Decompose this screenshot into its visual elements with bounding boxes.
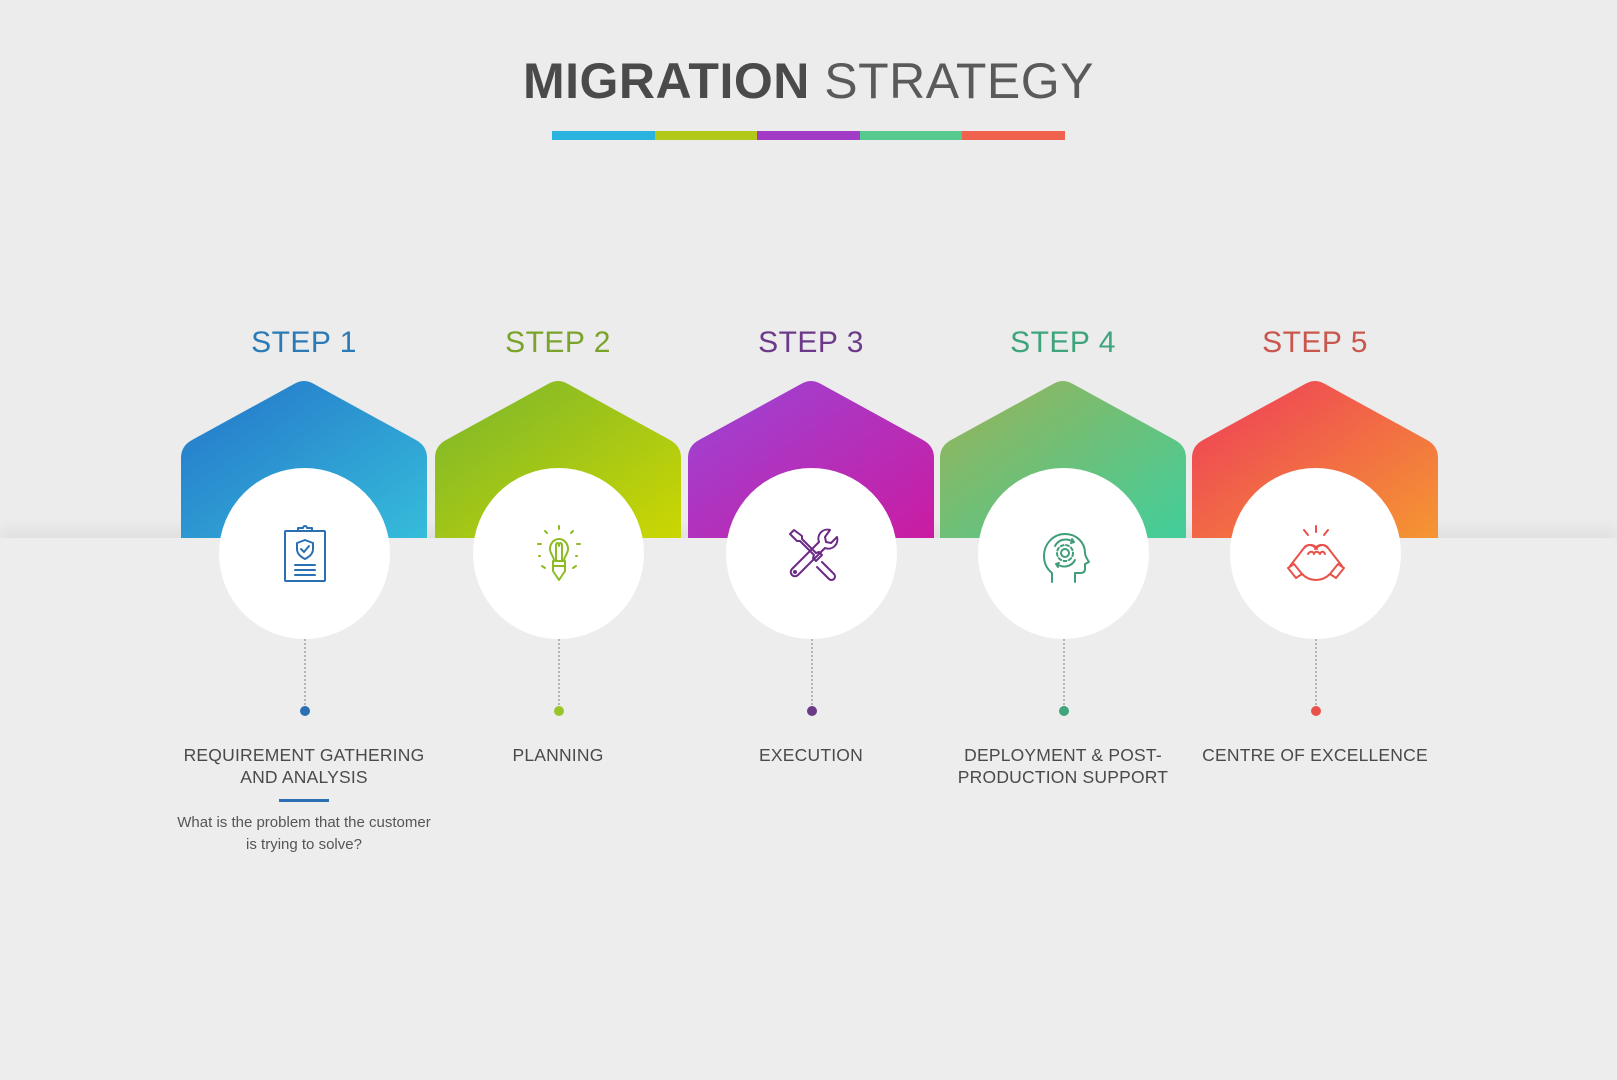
step-4: STEP 4 DEPLOYMENT & POST-PRODUCTION SUPPO…: [940, 0, 1186, 1080]
handshake-icon: [1280, 518, 1352, 590]
step-connector-line: [558, 639, 560, 709]
step-label: STEP 1: [251, 326, 357, 359]
step-icon-circle: [726, 468, 897, 639]
head-gear-icon: [1032, 522, 1096, 586]
step-label: STEP 5: [1262, 326, 1368, 359]
step-icon-circle: [1230, 468, 1401, 639]
step-label: STEP 4: [1010, 326, 1116, 359]
title-bold: MIGRATION: [522, 53, 810, 109]
lightbulb-pencil-icon: [527, 522, 591, 586]
step-dot: [807, 706, 817, 716]
step-title: DEPLOYMENT & POST-PRODUCTION SUPPORT: [957, 745, 1169, 787]
step-dot: [300, 706, 310, 716]
step-dot: [554, 706, 564, 716]
step-2: STEP 2 PLANNING: [435, 0, 681, 1080]
step-3: STEP 3 EXECUTION: [688, 0, 934, 1080]
step-5: STEP 5 CENTRE OF EXCELLENCE: [1192, 0, 1438, 1080]
step-title: PLANNING: [512, 745, 604, 765]
title-bar-segment: [962, 131, 1065, 140]
step-1: STEP 1 REQUIREMENT GATHERING AND ANALYSIS…: [177, 0, 430, 1080]
step-label: STEP 3: [758, 326, 864, 359]
title-bar-segment: [654, 131, 758, 140]
step-connector-line: [811, 639, 813, 709]
step-description: What is the problem that the customer is…: [177, 814, 431, 853]
clipboard-shield-icon: [273, 522, 337, 586]
title-light: STRATEGY: [824, 53, 1095, 109]
step-dot: [1311, 706, 1321, 716]
title-bar-segment: [859, 131, 963, 140]
wrench-screwdriver-icon: [780, 522, 844, 586]
step-title: CENTRE OF EXCELLENCE: [1202, 745, 1428, 765]
step-icon-circle: [219, 468, 390, 639]
step-icon-circle: [473, 468, 644, 639]
title-bar-segment: [757, 131, 860, 140]
title-color-bar: [552, 131, 1065, 140]
step-connector-line: [1315, 639, 1317, 709]
step-connector-line: [1063, 639, 1065, 709]
step-title: EXECUTION: [759, 745, 863, 765]
step-label: STEP 2: [505, 326, 611, 359]
title-bar-segment: [552, 131, 655, 140]
step-dot: [1059, 706, 1069, 716]
step-title-underline: [279, 799, 329, 802]
page-title: MIGRATION STRATEGY: [0, 52, 1617, 110]
step-icon-circle: [978, 468, 1149, 639]
step-connector-line: [304, 639, 306, 709]
step-title: REQUIREMENT GATHERING AND ANALYSIS: [183, 745, 425, 787]
